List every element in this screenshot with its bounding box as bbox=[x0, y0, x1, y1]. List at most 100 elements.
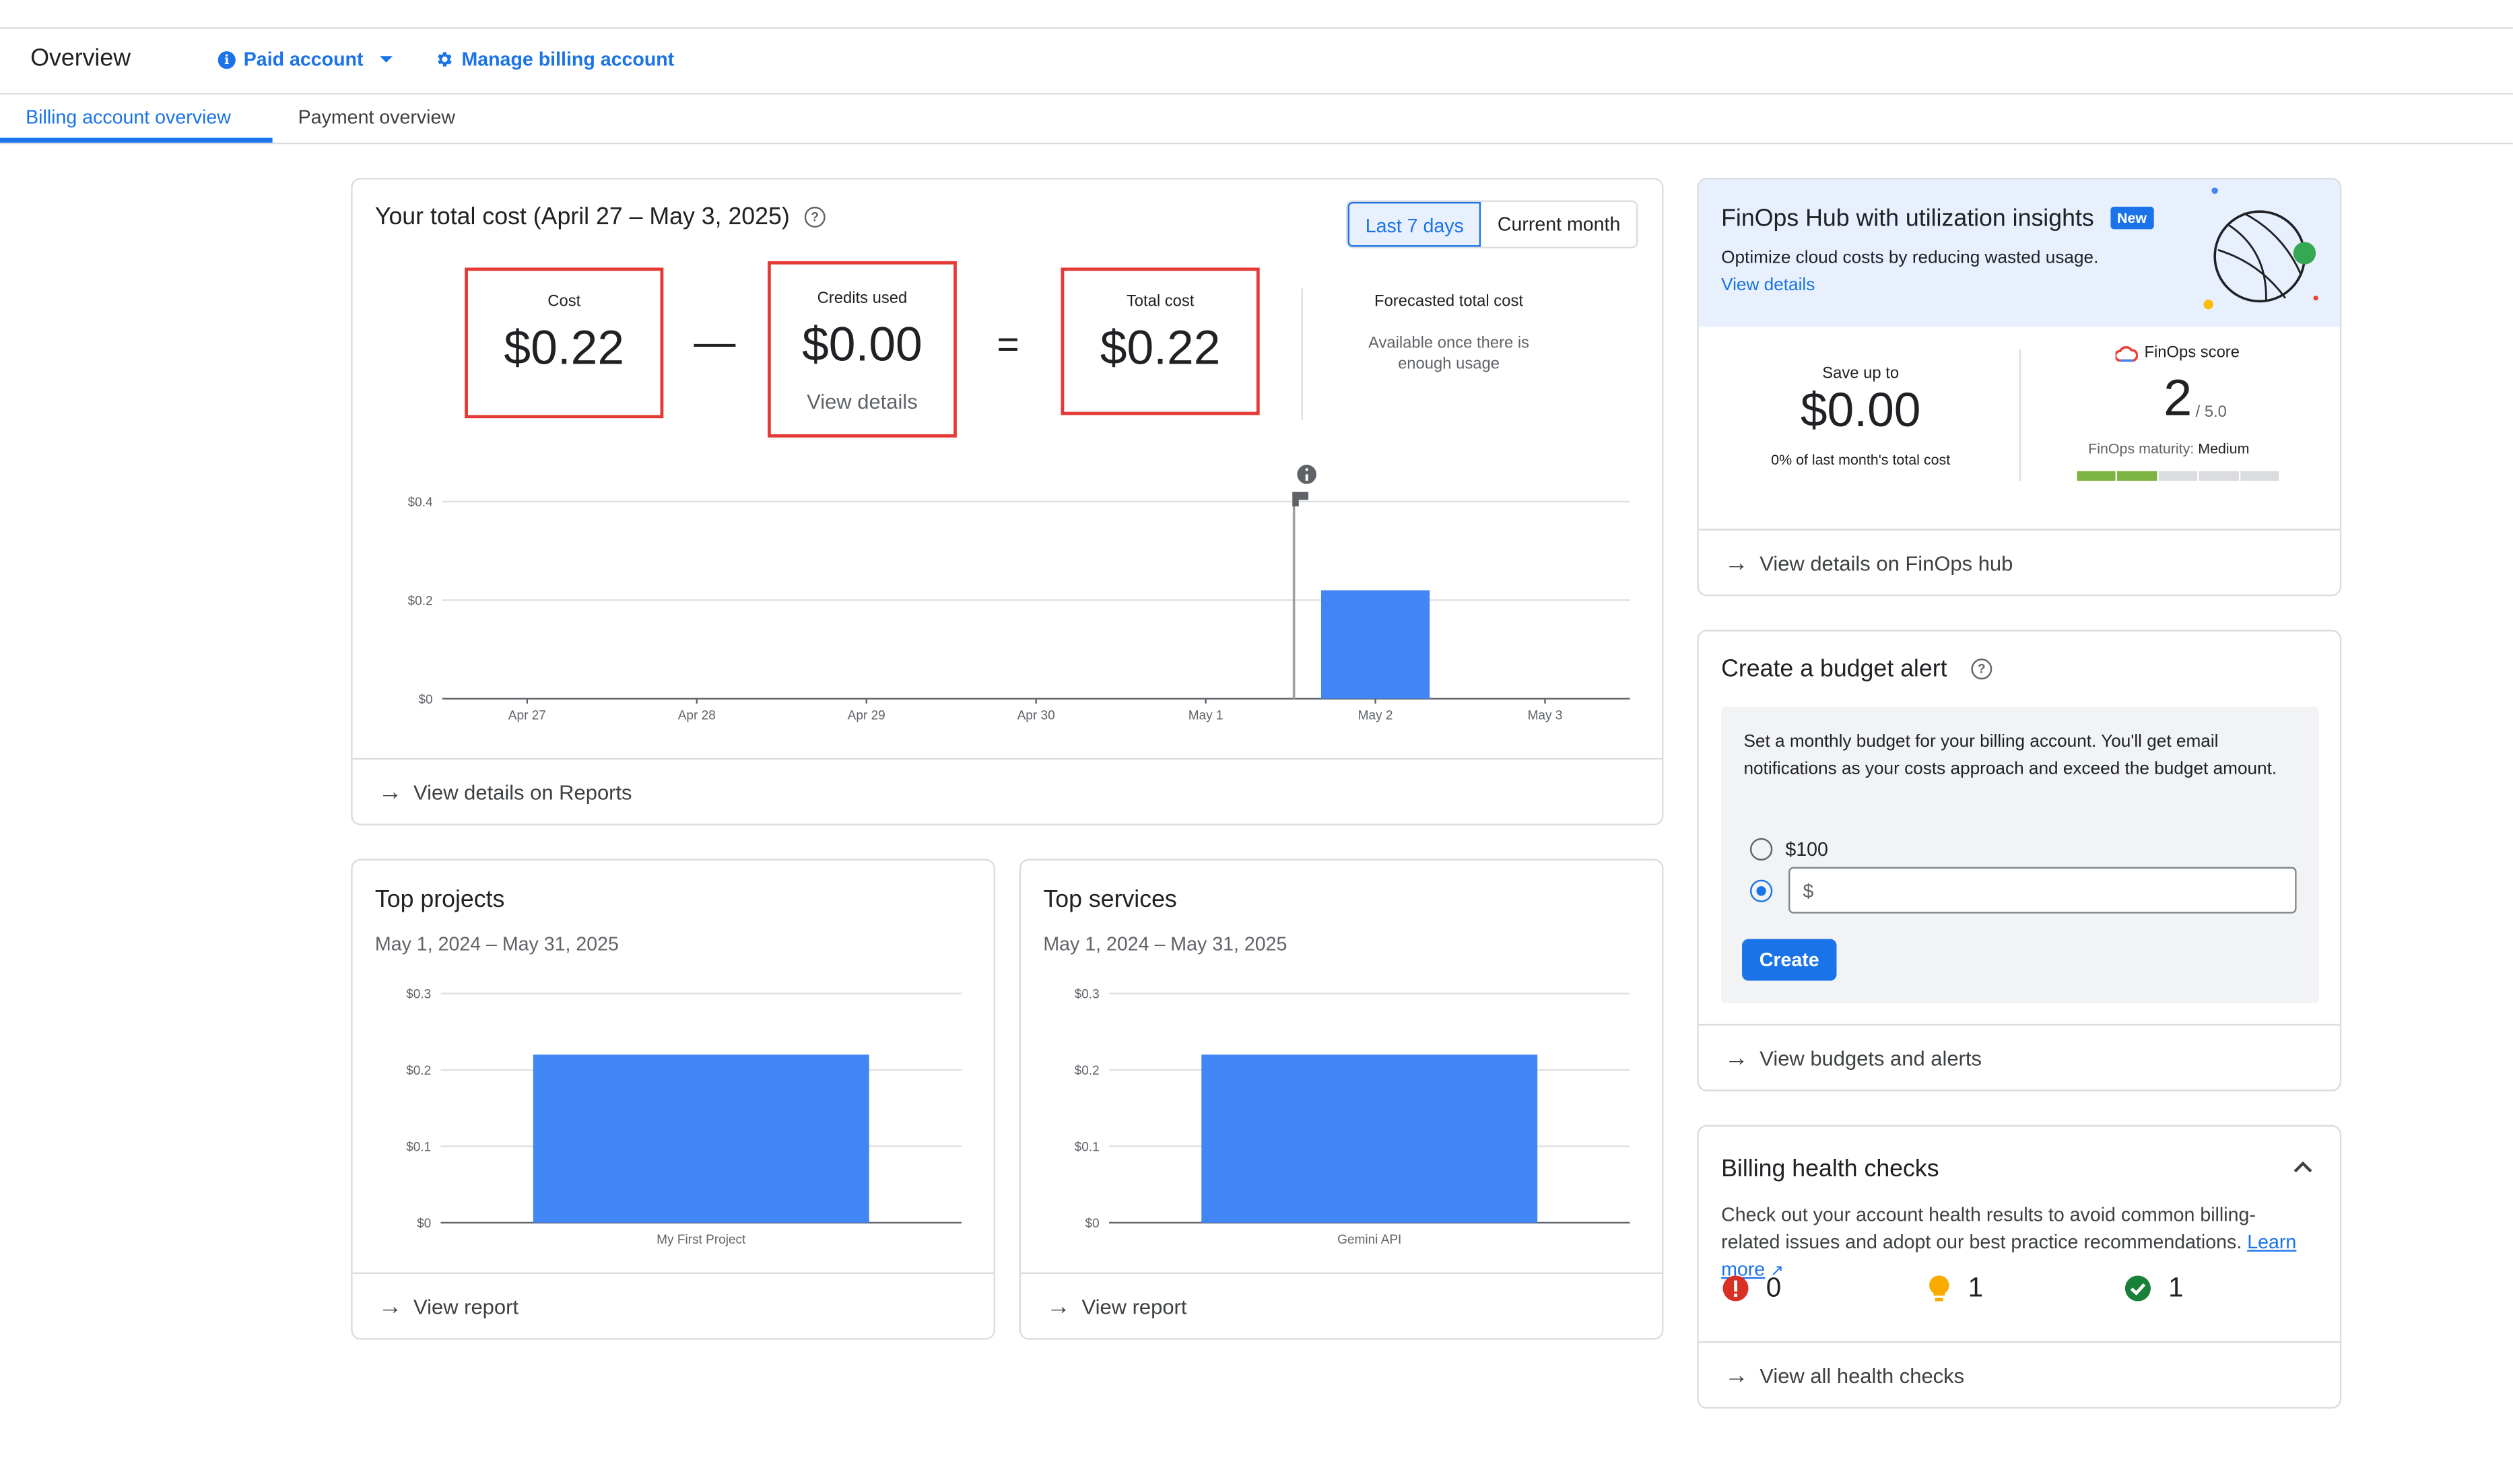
card-footer-divider bbox=[352, 1272, 994, 1275]
budget-alert-card: Create a budget alert ? Set a monthly bu… bbox=[1697, 630, 2342, 1091]
top-projects-date-range: May 1, 2024 – May 31, 2025 bbox=[374, 933, 619, 955]
info-icon-dot bbox=[1305, 468, 1308, 471]
health-errors[interactable]: 0 bbox=[1721, 1273, 1781, 1305]
header-bar bbox=[0, 29, 2513, 95]
card-footer-divider bbox=[1698, 1341, 2340, 1343]
manage-billing-account-link[interactable]: Manage billing account bbox=[434, 48, 675, 71]
top-services-chart: $0 $0.1 $0.2 $0.3 Gemini API bbox=[1075, 988, 1630, 1247]
warning-count: 1 bbox=[1968, 1272, 1984, 1303]
help-icon[interactable]: ? bbox=[1971, 659, 1992, 680]
save-note: 0% of last month's total cost bbox=[1771, 452, 1951, 468]
forecast-note-line1: Available once there is bbox=[1368, 335, 1530, 353]
x-tick-label: May 2 bbox=[1358, 709, 1393, 723]
external-link-icon: ↗ bbox=[1770, 1262, 1784, 1281]
x-tick-label: Apr 27 bbox=[508, 709, 546, 723]
view-report-label: View report bbox=[413, 1295, 518, 1319]
view-budgets-label: View budgets and alerts bbox=[1760, 1046, 1982, 1071]
finops-view-details-link[interactable]: View details bbox=[1721, 275, 1815, 295]
finops-title: FinOps Hub with utilization insights bbox=[1721, 205, 2094, 233]
maturity-value: Medium bbox=[2198, 440, 2250, 457]
error-icon bbox=[1722, 1275, 1749, 1302]
y-tick-label: $0 bbox=[418, 693, 432, 707]
total-cost-value: $0.22 bbox=[1100, 322, 1221, 375]
budget-100-label: $100 bbox=[1785, 838, 1828, 861]
cost-label: Cost bbox=[547, 293, 581, 311]
equals-sign: = bbox=[997, 323, 1019, 368]
paid-account-label: Paid account bbox=[243, 48, 364, 71]
view-health-checks-link[interactable]: → View all health checks bbox=[1724, 1362, 1964, 1389]
view-finops-hub-link[interactable]: → View details on FinOps hub bbox=[1724, 549, 2013, 576]
tab-billing-account-overview[interactable]: Billing account overview bbox=[26, 106, 231, 129]
maturity-segment bbox=[2199, 471, 2238, 481]
x-tick-label: Apr 29 bbox=[848, 709, 885, 723]
top-services-title: Top services bbox=[1043, 886, 1177, 914]
credits-view-details-link[interactable]: View details bbox=[807, 389, 918, 414]
tab-payment-overview[interactable]: Payment overview bbox=[298, 106, 456, 129]
manage-billing-label: Manage billing account bbox=[461, 48, 675, 71]
card-footer-divider bbox=[352, 757, 1663, 760]
view-reports-link[interactable]: → View details on Reports bbox=[378, 779, 632, 806]
help-icon[interactable]: ? bbox=[804, 207, 826, 228]
check-circle-icon bbox=[2124, 1275, 2151, 1302]
credits-value: $0.00 bbox=[802, 318, 923, 372]
custom-budget-radio[interactable] bbox=[1749, 879, 1773, 902]
budget-title: Create a budget alert bbox=[1721, 655, 1947, 683]
x-tick-label: May 1 bbox=[1188, 709, 1224, 723]
arrow-right-icon: → bbox=[1724, 1044, 1749, 1073]
error-count: 0 bbox=[1766, 1272, 1782, 1303]
y-tick-label: $0 bbox=[1085, 1217, 1100, 1231]
bar bbox=[533, 1054, 869, 1223]
card-footer-divider bbox=[1021, 1272, 1663, 1275]
total-cost-title: Your total cost (April 27 – May 3, 2025) bbox=[374, 203, 790, 231]
chevron-up-icon[interactable] bbox=[2291, 1159, 2314, 1175]
finops-description: Optimize cloud costs by reducing wasted … bbox=[1721, 248, 2099, 268]
forecast-label: Forecasted total cost bbox=[1374, 293, 1523, 311]
custom-budget-input[interactable]: $ bbox=[1788, 867, 2297, 914]
view-health-label: View all health checks bbox=[1760, 1363, 1965, 1388]
learn-more-link[interactable]: Learn more bbox=[1721, 1230, 2297, 1281]
finops-score-max: / 5.0 bbox=[2195, 403, 2227, 421]
bar bbox=[1201, 1054, 1538, 1223]
y-tick-label: $0.2 bbox=[408, 594, 433, 608]
cost-highlight-box bbox=[465, 267, 664, 419]
paid-account-dropdown[interactable]: i Paid account bbox=[217, 48, 393, 71]
maturity-segment bbox=[2158, 471, 2198, 481]
budget-description: Set a monthly budget for your billing ac… bbox=[1743, 732, 2277, 779]
last-7-days-button[interactable]: Last 7 days bbox=[1347, 201, 1482, 247]
globe-illustration-icon bbox=[2203, 187, 2318, 310]
maturity-segment bbox=[2077, 471, 2116, 481]
card-footer-divider bbox=[1698, 529, 2340, 531]
x-tick-label: Apr 28 bbox=[678, 709, 716, 723]
chevron-down-icon bbox=[379, 56, 393, 63]
arrow-right-icon: → bbox=[1724, 1362, 1749, 1390]
top-projects-title: Top projects bbox=[374, 886, 505, 914]
maturity-progress-bar bbox=[2077, 471, 2279, 481]
budget-100-radio[interactable] bbox=[1749, 838, 1773, 861]
y-tick-label: $0.4 bbox=[408, 496, 433, 510]
period-toggle: Last 7 days Current month bbox=[1346, 200, 1638, 248]
x-tick-label: Apr 30 bbox=[1017, 709, 1055, 723]
billing-health-card: Billing health checks Check out your acc… bbox=[1697, 1124, 2342, 1409]
lightbulb-icon bbox=[1929, 1275, 1949, 1302]
total-highlight-box bbox=[1061, 267, 1260, 415]
y-tick-label: $0.3 bbox=[1075, 988, 1100, 1002]
create-budget-button[interactable]: Create bbox=[1742, 939, 1837, 981]
health-warnings[interactable]: 1 bbox=[1926, 1273, 1983, 1305]
y-tick-label: $0.2 bbox=[1075, 1064, 1100, 1078]
maturity-label: FinOps maturity: bbox=[2088, 440, 2194, 457]
current-month-button[interactable]: Current month bbox=[1497, 213, 1621, 236]
view-projects-report-link[interactable]: → View report bbox=[378, 1293, 518, 1320]
finops-score-value: 2 bbox=[2164, 368, 2192, 427]
view-budgets-link[interactable]: → View budgets and alerts bbox=[1724, 1045, 1982, 1072]
top-services-date-range: May 1, 2024 – May 31, 2025 bbox=[1043, 933, 1287, 955]
active-tab-indicator bbox=[0, 137, 273, 143]
view-services-report-link[interactable]: → View report bbox=[1046, 1293, 1186, 1320]
view-reports-label: View details on Reports bbox=[413, 780, 632, 805]
cost-value: $0.22 bbox=[504, 322, 625, 375]
arrow-right-icon: → bbox=[378, 778, 403, 807]
info-icon bbox=[1297, 465, 1316, 484]
minus-sign: — bbox=[694, 317, 736, 366]
view-report-label: View report bbox=[1081, 1295, 1187, 1319]
finops-score-label: FinOps score bbox=[2144, 344, 2240, 362]
health-passed[interactable]: 1 bbox=[2124, 1273, 2184, 1305]
